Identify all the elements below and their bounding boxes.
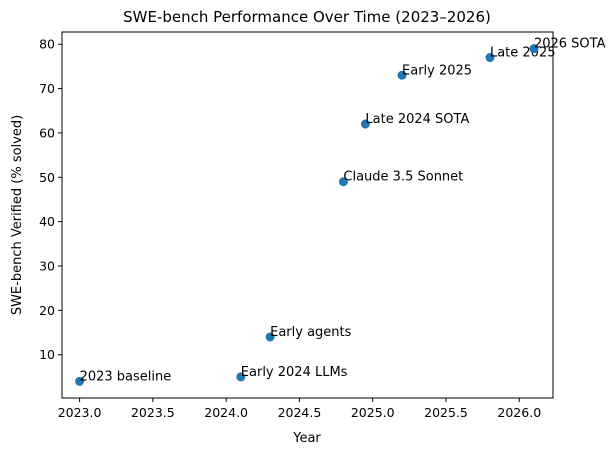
y-tick-label: 20 [39, 303, 55, 318]
y-tick-label: 30 [39, 259, 55, 274]
point-label: Late 2025 [490, 46, 556, 61]
y-tick-label: 80 [39, 37, 55, 52]
y-tick-label: 10 [39, 347, 55, 362]
x-tick-label: 2026.0 [497, 405, 541, 420]
plot-frame [61, 31, 554, 399]
point-label: Early agents [270, 325, 352, 340]
point [265, 332, 275, 342]
y-tick-label: 40 [39, 214, 55, 229]
y-tick-label: 60 [39, 125, 55, 140]
point [75, 376, 85, 386]
point [338, 177, 348, 187]
x-tick-label: 2023.0 [58, 405, 102, 420]
point [485, 53, 495, 63]
chart-title: SWE-bench Performance Over Time (2023–20… [123, 8, 491, 26]
x-tick-label: 2025.5 [424, 405, 468, 420]
point [360, 119, 370, 129]
point [236, 372, 246, 382]
y-tick-label: 50 [39, 170, 55, 185]
point-label: Claude 3.5 Sonnet [343, 170, 463, 185]
x-tick-label: 2025.0 [351, 405, 395, 420]
x-tick-label: 2023.5 [131, 405, 175, 420]
point [397, 70, 407, 80]
point-label: Late 2024 SOTA [365, 112, 469, 127]
point-label: Early 2024 LLMs [241, 365, 348, 380]
x-axis-label: Year [292, 431, 321, 446]
point-label: 2023 baseline [80, 369, 172, 384]
x-tick-label: 2024.0 [204, 405, 248, 420]
point-label: 2026 SOTA [534, 37, 606, 52]
point [529, 44, 539, 54]
point-label: Early 2025 [402, 63, 472, 78]
y-tick-label: 70 [39, 81, 55, 96]
x-tick-label: 2024.5 [278, 405, 322, 420]
y-axis-label: SWE-bench Verified (% solved) [10, 115, 25, 315]
